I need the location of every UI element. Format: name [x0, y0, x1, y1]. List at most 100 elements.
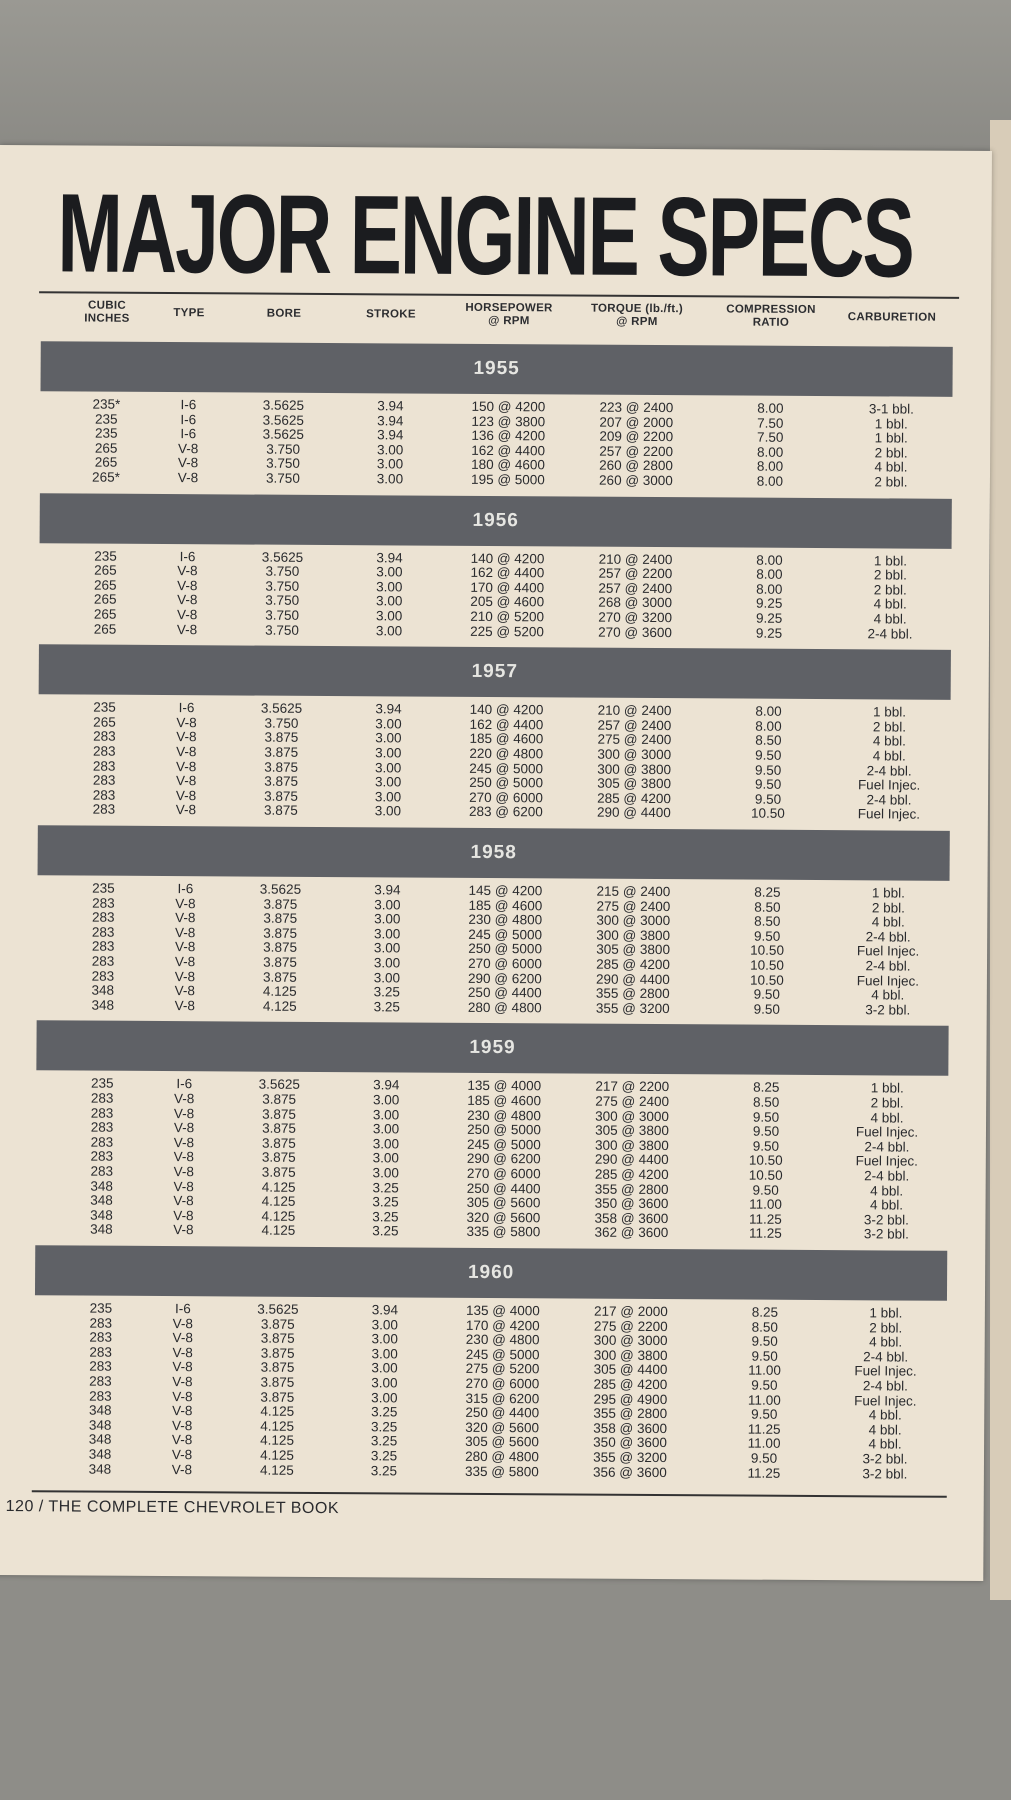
cell-stroke: 3.00	[374, 803, 402, 819]
cell-compression-ratio: 9.50	[754, 791, 782, 807]
cell-stroke: 3.00	[372, 1106, 400, 1123]
cell-bore: 3.5625	[262, 412, 305, 428]
cell-horsepower: 195 @ 5000	[471, 471, 545, 488]
cell-carburetion: 4 bbl.	[873, 596, 907, 612]
cell-horsepower: 225 @ 5200	[470, 623, 544, 639]
cell-bore: 3.875	[263, 910, 298, 927]
cell-type: V-8	[177, 577, 198, 593]
cell-cubic-inches: 283	[90, 1148, 114, 1165]
cell-carburetion: 3-2 bbl.	[862, 1451, 908, 1467]
cell-bore: 3.875	[264, 730, 299, 746]
cell-cubic-inches: 265	[94, 562, 117, 578]
cell-cubic-inches: 348	[90, 1207, 113, 1223]
cell-cubic-inches: 283	[91, 953, 115, 969]
cell-bore: 3.5625	[257, 1301, 299, 1317]
cell-carburetion: 1 bbl.	[873, 552, 908, 569]
cell-carburetion: 4 bbl.	[869, 1197, 904, 1213]
cell-cubic-inches: 283	[89, 1373, 112, 1389]
year-band-1959: 1959	[36, 1020, 949, 1077]
cell-cubic-inches: 283	[89, 1358, 112, 1375]
cell-bore: 3.5625	[262, 426, 304, 443]
cell-compression-ratio: 9.50	[751, 1406, 778, 1422]
cell-cubic-inches: 348	[90, 1221, 113, 1238]
cell-carburetion: 4 bbl.	[873, 611, 907, 627]
cell-carburetion: 3-2 bbl.	[863, 1212, 910, 1228]
header-carburetion: CARBURETION	[847, 311, 937, 324]
cell-bore: 3.875	[263, 939, 298, 956]
cell-carburetion: 4 bbl.	[870, 1109, 904, 1126]
cell-bore: 4.125	[261, 1193, 296, 1209]
cell-carburetion: 4 bbl.	[868, 1436, 902, 1452]
cell-stroke: 3.00	[371, 1375, 398, 1391]
cell-carburetion: 2-4 bbl.	[866, 762, 912, 779]
cell-bore: 3.875	[263, 896, 298, 912]
background-surface	[0, 0, 1011, 150]
cell-bore: 4.125	[260, 1447, 294, 1463]
cell-cubic-inches: 283	[91, 968, 115, 984]
cell-cubic-inches: 283	[89, 1315, 113, 1331]
year-rows-1957: 235 I-6 3.5625 3.94 140 @ 4200 210 @ 2400 8.00…	[0, 700, 987, 823]
cell-carburetion: 1 bbl.	[871, 885, 906, 901]
cell-type: V-8	[175, 773, 197, 789]
year-label: 1957	[471, 661, 518, 683]
cell-cubic-inches: 235	[94, 425, 118, 441]
cell-carburetion: 2-4 bbl.	[863, 1349, 909, 1365]
cell-type: V-8	[174, 997, 195, 1013]
cell-type: V-8	[171, 1461, 193, 1477]
cell-compression-ratio: 8.50	[754, 913, 781, 929]
cell-type: V-8	[175, 910, 196, 926]
cell-type: I-6	[180, 411, 197, 427]
cell-stroke: 3.00	[375, 622, 403, 639]
cell-bore: 3.875	[263, 802, 298, 819]
cell-compression-ratio: 10.50	[748, 1167, 783, 1183]
cell-compression-ratio: 8.50	[754, 899, 781, 915]
cell-type: V-8	[176, 744, 197, 760]
cell-carburetion: 4 bbl.	[872, 748, 906, 764]
cell-type: V-8	[172, 1403, 193, 1419]
cell-bore: 3.875	[260, 1389, 295, 1405]
cell-carburetion: 2 bbl.	[870, 1095, 904, 1111]
cell-stroke: 3.25	[373, 984, 401, 1000]
cell-stroke: 3.00	[376, 471, 404, 487]
cell-cubic-inches: 283	[92, 772, 116, 788]
year-rows-1958: 235 I-6 3.5625 3.94 145 @ 4200 215 @ 2400 8.25…	[0, 881, 985, 1018]
cell-stroke: 3.94	[377, 427, 404, 443]
year-band-1958: 1958	[37, 825, 950, 881]
cell-type: I-6	[180, 426, 197, 442]
cell-cubic-inches: 265	[94, 577, 117, 593]
cell-type: V-8	[172, 1330, 193, 1346]
cell-stroke: 3.25	[372, 1223, 399, 1239]
cell-compression-ratio: 9.50	[753, 986, 781, 1002]
cell-type: V-8	[172, 1359, 193, 1375]
cell-carburetion: 2 bbl.	[871, 899, 905, 916]
cell-carburetion: 2-4 bbl.	[867, 625, 913, 642]
cell-type: V-8	[177, 470, 199, 486]
cell-cubic-inches: 283	[90, 1119, 114, 1135]
cell-stroke: 3.00	[371, 1389, 398, 1406]
cell-compression-ratio: 11.25	[749, 1211, 782, 1227]
cell-type: V-8	[173, 1149, 194, 1165]
cell-compression-ratio: 9.50	[752, 1109, 780, 1125]
cell-bore: 3.750	[265, 578, 300, 594]
cell-compression-ratio: 10.50	[750, 805, 785, 822]
cell-carburetion: 4 bbl.	[872, 733, 906, 749]
cell-stroke: 3.00	[374, 911, 401, 927]
cell-type: V-8	[172, 1388, 193, 1404]
cell-stroke: 3.25	[372, 1194, 399, 1210]
cell-stroke: 3.00	[373, 940, 401, 956]
header-horsepower: HORSEPOWER @ RPM	[465, 301, 553, 328]
cell-type: V-8	[171, 1432, 193, 1448]
cell-type: V-8	[177, 455, 199, 471]
cell-type: I-6	[176, 1076, 193, 1092]
cell-compression-ratio: 8.00	[756, 581, 783, 597]
cell-compression-ratio: 7.50	[757, 415, 784, 431]
cell-cubic-inches: 348	[90, 1178, 113, 1194]
cell-type: V-8	[173, 1207, 194, 1223]
cell-compression-ratio: 9.50	[750, 1450, 778, 1466]
cell-type: V-8	[172, 1315, 193, 1331]
cell-cubic-inches: 283	[91, 909, 115, 925]
cell-cubic-inches: 283	[92, 743, 116, 759]
cell-stroke: 3.25	[370, 1448, 398, 1464]
cell-cubic-inches: 283	[92, 758, 116, 774]
header-stroke: STROKE	[366, 308, 416, 321]
